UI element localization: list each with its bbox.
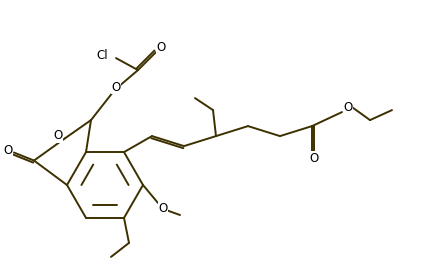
Text: O: O xyxy=(53,129,63,142)
Text: O: O xyxy=(3,144,13,157)
Text: O: O xyxy=(158,202,167,214)
Text: Cl: Cl xyxy=(96,49,108,62)
Text: O: O xyxy=(343,101,353,113)
Text: O: O xyxy=(111,81,121,94)
Text: O: O xyxy=(156,41,166,54)
Text: O: O xyxy=(309,152,319,164)
